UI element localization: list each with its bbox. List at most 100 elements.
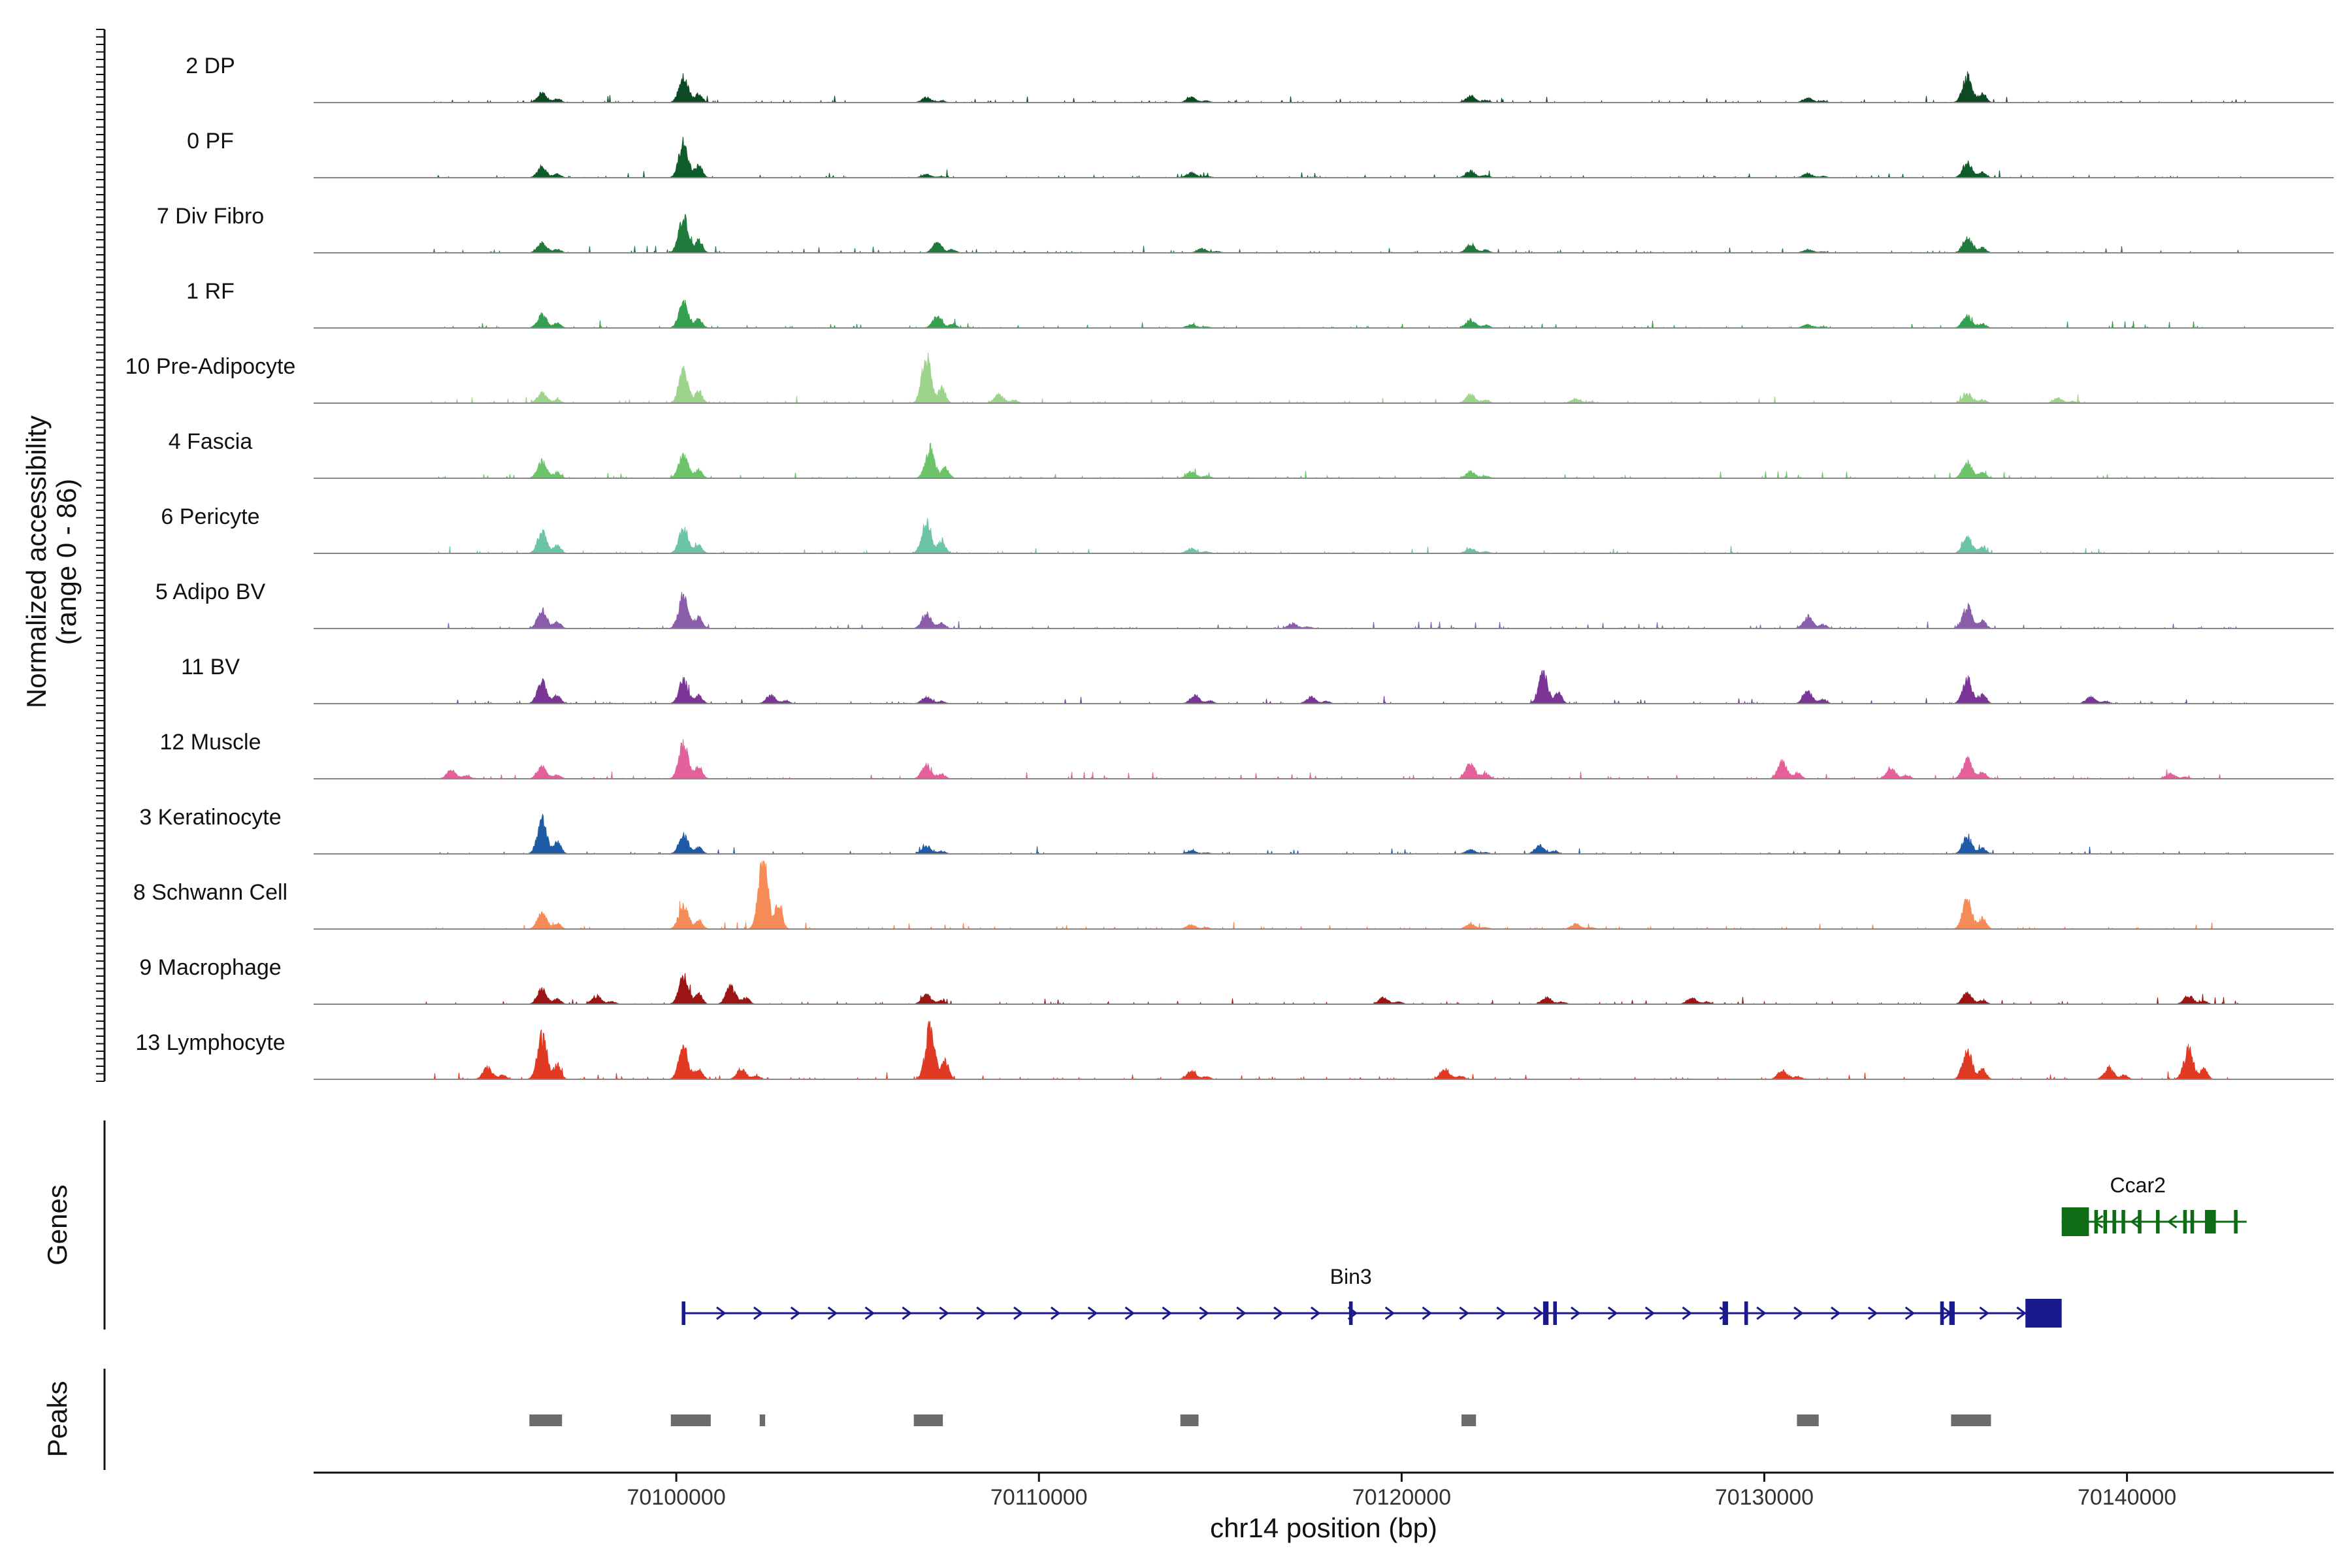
track-label: 5 Adipo BV bbox=[155, 580, 266, 604]
strand-chevron bbox=[2130, 1215, 2140, 1229]
gene-exon bbox=[2103, 1210, 2108, 1233]
track-2-dp: 2 DP bbox=[186, 54, 2334, 104]
strand-chevron bbox=[1162, 1306, 1172, 1320]
track-6-pericyte: 6 Pericyte bbox=[161, 504, 2334, 555]
strand-chevron bbox=[1756, 1306, 1767, 1320]
gene-exon bbox=[1949, 1301, 1955, 1325]
y-axis-title-line1: Normalized accessibility bbox=[21, 416, 52, 708]
strand-chevron bbox=[753, 1306, 764, 1320]
gene-exon bbox=[2112, 1210, 2116, 1233]
track-11-bv: 11 BV bbox=[181, 655, 2334, 705]
strand-chevron bbox=[1273, 1306, 1284, 1320]
peak-regions bbox=[529, 1414, 1991, 1426]
track-label: 2 DP bbox=[186, 54, 235, 78]
peak-region bbox=[529, 1414, 563, 1426]
strand-chevron bbox=[716, 1306, 727, 1320]
gene-exon bbox=[1543, 1301, 1549, 1325]
track-10-pre-adipocyte: 10 Pre-Adipocyte bbox=[125, 352, 2334, 404]
peak-region bbox=[670, 1414, 711, 1426]
track-0-pf: 0 PF bbox=[187, 129, 2334, 179]
gene-exon bbox=[1553, 1301, 1557, 1325]
gene-exon bbox=[2138, 1210, 2142, 1233]
peaks-panel: Peaks bbox=[42, 1369, 1991, 1470]
gene-exon bbox=[681, 1301, 685, 1325]
strand-chevron bbox=[827, 1306, 838, 1320]
gene-exon bbox=[2190, 1210, 2195, 1233]
gene-label: Ccar2 bbox=[2110, 1173, 2166, 1197]
track-label: 13 Lymphocyte bbox=[135, 1030, 285, 1055]
strand-chevron bbox=[790, 1306, 801, 1320]
genes-panel: Genes Bin3 Ccar2 bbox=[42, 1120, 2247, 1330]
y-axis-title-line2: (range 0 - 86) bbox=[51, 479, 82, 645]
peak-region bbox=[1951, 1414, 1991, 1426]
track-label: 10 Pre-Adipocyte bbox=[125, 354, 296, 379]
strand-chevron bbox=[1459, 1306, 1469, 1320]
coverage-tracks: 2 DP 0 PF 7 Div Fibro 1 RF 10 Pre-Adipocyte 4… bbox=[125, 54, 2334, 1081]
track-4-fascia: 4 Fascia bbox=[169, 429, 2334, 480]
strand-chevron bbox=[976, 1306, 987, 1320]
gene-exon bbox=[2155, 1210, 2160, 1233]
strand-chevron bbox=[1831, 1306, 1841, 1320]
track-label: 9 Macrophage bbox=[139, 955, 281, 980]
track-label: 7 Div Fibro bbox=[157, 204, 264, 229]
strand-chevron bbox=[1050, 1306, 1061, 1320]
strand-chevron bbox=[2167, 1215, 2178, 1229]
x-tick-label: 70100000 bbox=[627, 1485, 725, 1510]
gene-exon bbox=[1744, 1301, 1748, 1325]
peak-region bbox=[1461, 1414, 1477, 1426]
gene-exon bbox=[1940, 1301, 1944, 1325]
strand-chevron bbox=[1310, 1306, 1321, 1320]
gene-bin3: Bin3 bbox=[681, 1265, 2062, 1328]
track-1-rf: 1 RF bbox=[186, 279, 2334, 329]
strand-chevron bbox=[1422, 1306, 1432, 1320]
x-tick-label: 70140000 bbox=[2078, 1485, 2176, 1510]
track-7-div-fibro: 7 Div Fibro bbox=[157, 204, 2334, 254]
track-8-schwann-cell: 8 Schwann Cell bbox=[133, 860, 2334, 930]
strand-chevron bbox=[939, 1306, 949, 1320]
y-axis-title: Normalized accessibility (range 0 - 86) bbox=[21, 416, 82, 708]
gene-exon bbox=[2234, 1210, 2238, 1233]
gene-exon bbox=[2204, 1210, 2216, 1233]
strand-chevron bbox=[2016, 1306, 2027, 1320]
track-13-lymphocyte: 13 Lymphocyte bbox=[135, 1021, 2334, 1081]
gene-exon bbox=[2094, 1210, 2099, 1233]
track-label: 8 Schwann Cell bbox=[133, 880, 287, 905]
strand-chevron bbox=[902, 1306, 912, 1320]
track-label: 12 Muscle bbox=[160, 730, 261, 755]
peak-region bbox=[1797, 1414, 1819, 1426]
strand-chevron bbox=[1979, 1306, 1989, 1320]
strand-chevron bbox=[1384, 1306, 1396, 1320]
strand-chevron bbox=[1867, 1306, 1878, 1320]
x-tick-label: 70120000 bbox=[1352, 1485, 1451, 1510]
strand-chevron bbox=[1236, 1306, 1247, 1320]
x-tick-label: 70110000 bbox=[990, 1485, 1088, 1510]
strand-chevron bbox=[1496, 1306, 1507, 1320]
strand-chevron bbox=[864, 1306, 875, 1320]
track-5-adipo-bv: 5 Adipo BV bbox=[155, 580, 2334, 630]
x-axis-title: chr14 position (bp) bbox=[1210, 1512, 1437, 1543]
gene-ccar2: Ccar2 bbox=[2061, 1173, 2247, 1236]
gene-exon bbox=[1348, 1301, 1353, 1325]
x-tick-label: 70130000 bbox=[1715, 1485, 1814, 1510]
gene-label: Bin3 bbox=[1330, 1265, 1372, 1288]
strand-chevron bbox=[1013, 1306, 1024, 1320]
track-12-muscle: 12 Muscle bbox=[160, 730, 2334, 779]
strand-chevron bbox=[1533, 1306, 1544, 1320]
track-3-keratinocyte: 3 Keratinocyte bbox=[139, 805, 2334, 855]
track-label: 11 BV bbox=[181, 655, 240, 679]
peaks-panel-title: Peaks bbox=[42, 1381, 73, 1458]
strand-chevron bbox=[1644, 1306, 1656, 1320]
track-9-macrophage: 9 Macrophage bbox=[139, 955, 2334, 1005]
strand-chevron bbox=[1087, 1306, 1098, 1320]
x-axis: 70100000 70110000 70120000 70130000 70140000… bbox=[314, 1471, 2334, 1543]
gene-exon bbox=[1722, 1301, 1728, 1325]
gene-models: Bin3 Ccar2 bbox=[681, 1173, 2247, 1328]
strand-chevron bbox=[1124, 1306, 1135, 1320]
strand-chevron bbox=[1199, 1306, 1209, 1320]
strand-chevron bbox=[1571, 1306, 1581, 1320]
gene-exon bbox=[2025, 1299, 2062, 1328]
strand-chevron bbox=[1682, 1306, 1692, 1320]
peak-region bbox=[1180, 1414, 1199, 1426]
